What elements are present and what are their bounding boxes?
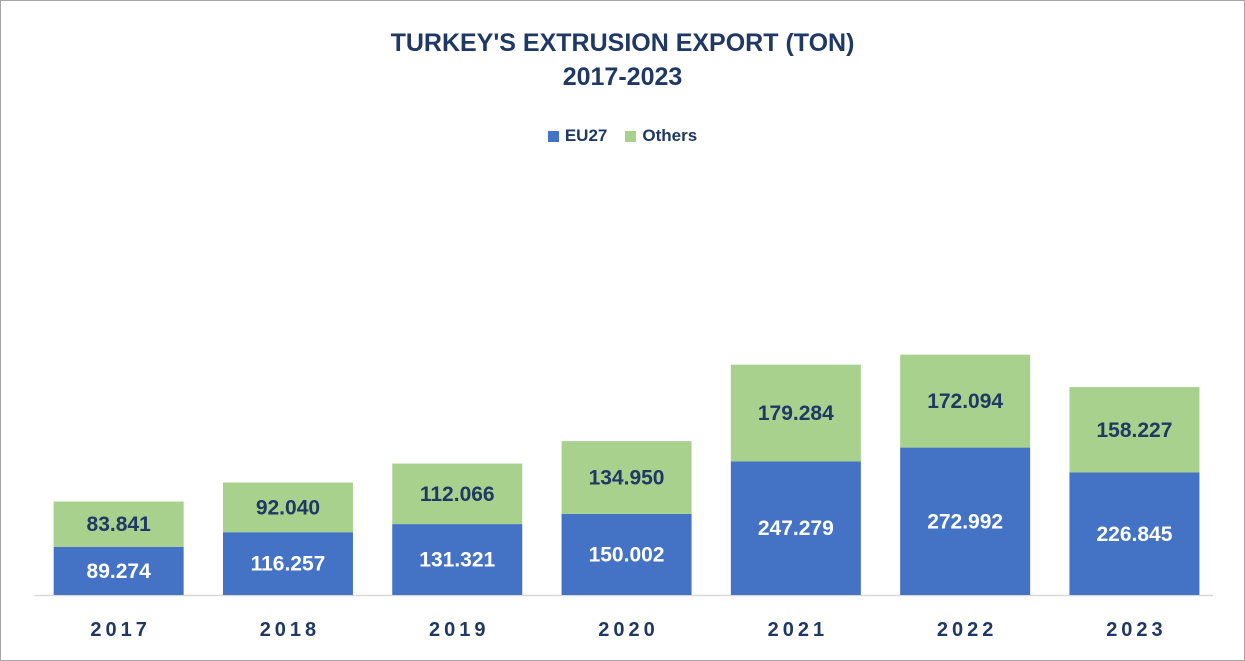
bar-others-2017 <box>53 501 184 547</box>
data-label-others-2023: 158.227 <box>1096 419 1172 442</box>
data-label-others-2021: 179.284 <box>758 402 834 425</box>
data-label-others-2020: 134.950 <box>589 467 665 490</box>
data-label-others-2017: 83.841 <box>87 513 152 536</box>
legend-swatch-eu27 <box>547 130 559 142</box>
bar-eu27-2020 <box>561 513 692 595</box>
data-label-eu27-2017: 89.274 <box>87 560 152 583</box>
data-label-others-2018: 92.040 <box>256 496 320 519</box>
x-tick-2021: 2021 <box>768 619 829 641</box>
legend-item-eu27: EU27 <box>547 126 608 146</box>
data-label-eu27-2021: 247.279 <box>758 517 834 540</box>
bar-eu27-2018 <box>222 532 353 595</box>
x-tick-2017: 2017 <box>90 619 151 641</box>
bar-eu27-2019 <box>392 524 523 595</box>
chart-legend: EU27 Others <box>0 126 1245 146</box>
data-label-others-2022: 172.094 <box>927 390 1003 413</box>
data-label-eu27-2023: 226.845 <box>1096 523 1172 546</box>
chart-title-line1: TURKEY'S EXTRUSION EXPORT (TON) <box>390 29 855 57</box>
chart-title: TURKEY'S EXTRUSION EXPORT (TON) 2017-202… <box>0 26 1245 94</box>
data-label-eu27-2020: 150.002 <box>589 543 665 566</box>
bar-others-2021 <box>730 364 861 462</box>
data-label-eu27-2018: 116.257 <box>251 553 326 576</box>
x-tick-2018: 2018 <box>260 619 321 641</box>
data-label-eu27-2019: 131.321 <box>419 549 495 572</box>
bar-eu27-2023 <box>1069 472 1200 595</box>
x-tick-2023: 2023 <box>1106 619 1167 641</box>
bar-others-2019 <box>392 463 523 525</box>
bar-eu27-2017 <box>53 546 184 595</box>
legend-label-others: Others <box>642 126 698 145</box>
legend-label-eu27: EU27 <box>564 126 608 145</box>
legend-item-others: Others <box>625 126 697 146</box>
x-tick-2020: 2020 <box>598 619 659 641</box>
x-tick-2019: 2019 <box>429 619 490 641</box>
bar-others-2018 <box>222 482 353 533</box>
data-label-others-2019: 112.066 <box>420 483 495 506</box>
x-tick-2022: 2022 <box>937 619 998 641</box>
bar-others-2022 <box>900 354 1031 448</box>
bar-others-2020 <box>561 441 692 514</box>
legend-swatch-others <box>625 130 637 142</box>
chart-title-line2: 2017-2023 <box>562 63 683 91</box>
bar-eu27-2021 <box>730 461 861 595</box>
bar-others-2023 <box>1069 387 1200 473</box>
bar-eu27-2022 <box>900 447 1031 595</box>
data-label-eu27-2022: 272.992 <box>927 510 1003 533</box>
